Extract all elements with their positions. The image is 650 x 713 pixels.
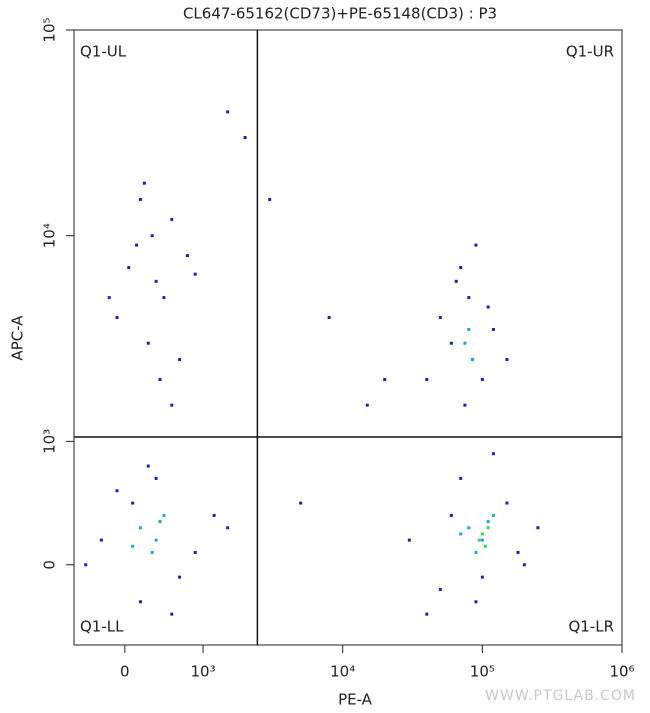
plot-frame	[73, 29, 623, 646]
x-tick-label: 10³	[190, 663, 215, 681]
data-point	[483, 544, 487, 548]
data-point	[463, 341, 467, 345]
data-point	[491, 327, 495, 331]
data-point	[474, 243, 478, 247]
data-point	[516, 550, 520, 554]
data-point	[459, 476, 463, 480]
data-point	[486, 526, 490, 530]
data-point	[158, 377, 162, 381]
y-axis-label: APC-A	[9, 315, 27, 361]
x-axis-label: PE-A	[338, 691, 373, 709]
data-point	[127, 266, 131, 270]
data-point	[474, 600, 478, 604]
x-tick-label: 10⁴	[330, 663, 355, 681]
data-point	[505, 501, 509, 505]
y-tick-label: 10³	[41, 429, 59, 454]
data-point	[467, 327, 471, 331]
data-point	[115, 316, 119, 320]
data-point	[522, 563, 526, 567]
data-point	[131, 544, 135, 548]
data-point	[486, 305, 490, 309]
x-tick-label: 0	[120, 663, 130, 681]
data-point	[470, 358, 474, 362]
data-point	[154, 279, 158, 283]
data-point	[154, 476, 158, 480]
data-point	[226, 526, 230, 530]
data-point	[268, 197, 272, 201]
data-point	[449, 513, 453, 517]
data-point	[146, 464, 150, 468]
data-point	[407, 538, 411, 542]
data-point	[178, 358, 182, 362]
data-point	[505, 358, 509, 362]
quadrant-label: Q1-LR	[568, 618, 614, 636]
data-point	[193, 550, 197, 554]
watermark: WWW.PTGLAB.COM	[485, 688, 636, 704]
data-point	[226, 110, 230, 114]
y-tick-label: 0	[41, 560, 59, 570]
data-point	[491, 513, 495, 517]
data-point	[425, 377, 429, 381]
data-point	[170, 217, 174, 221]
data-point	[243, 136, 247, 140]
data-point	[212, 513, 216, 517]
data-point	[146, 341, 150, 345]
data-point	[170, 403, 174, 407]
data-point	[135, 243, 139, 247]
data-point	[138, 600, 142, 604]
data-point	[115, 489, 119, 493]
y-tick-label: 10⁵	[41, 17, 59, 42]
data-point	[480, 538, 484, 542]
data-point	[84, 563, 88, 567]
x-tick-label: 10⁵	[470, 663, 495, 681]
data-point	[491, 452, 495, 456]
chart-title: CL647-65162(CD73)+PE-65148(CD3) : P3	[183, 5, 497, 23]
data-point	[185, 254, 189, 258]
data-point	[438, 316, 442, 320]
data-point	[193, 272, 197, 276]
data-point	[449, 341, 453, 345]
data-point	[327, 316, 331, 320]
data-point	[459, 266, 463, 270]
data-point	[467, 526, 471, 530]
data-point	[170, 612, 174, 616]
data-point	[142, 181, 146, 185]
data-point	[474, 550, 478, 554]
data-point	[162, 296, 166, 300]
data-point	[383, 377, 387, 381]
data-point	[459, 532, 463, 536]
data-point	[138, 197, 142, 201]
data-point	[154, 538, 158, 542]
data-point	[158, 520, 162, 524]
data-point	[480, 575, 484, 579]
x-tick-label: 10⁶	[609, 663, 634, 681]
quadrant-label: Q1-LL	[80, 618, 124, 636]
data-point	[467, 296, 471, 300]
data-point	[150, 550, 154, 554]
data-point	[162, 513, 166, 517]
data-point	[107, 296, 111, 300]
data-point	[438, 587, 442, 591]
data-point	[178, 575, 182, 579]
data-point	[150, 234, 154, 238]
data-point	[463, 403, 467, 407]
data-point	[131, 501, 135, 505]
data-point	[454, 279, 458, 283]
data-point	[536, 526, 540, 530]
data-point	[138, 526, 142, 530]
quadrant-label: Q1-UL	[80, 43, 127, 61]
data-point	[99, 538, 103, 542]
data-point	[480, 532, 484, 536]
data-point	[480, 377, 484, 381]
data-point	[299, 501, 303, 505]
y-tick-label: 10⁴	[41, 223, 59, 248]
data-point	[425, 612, 429, 616]
data-point	[477, 538, 481, 542]
data-point	[486, 520, 490, 524]
data-point	[365, 403, 369, 407]
quadrant-label: Q1-UR	[566, 43, 614, 61]
